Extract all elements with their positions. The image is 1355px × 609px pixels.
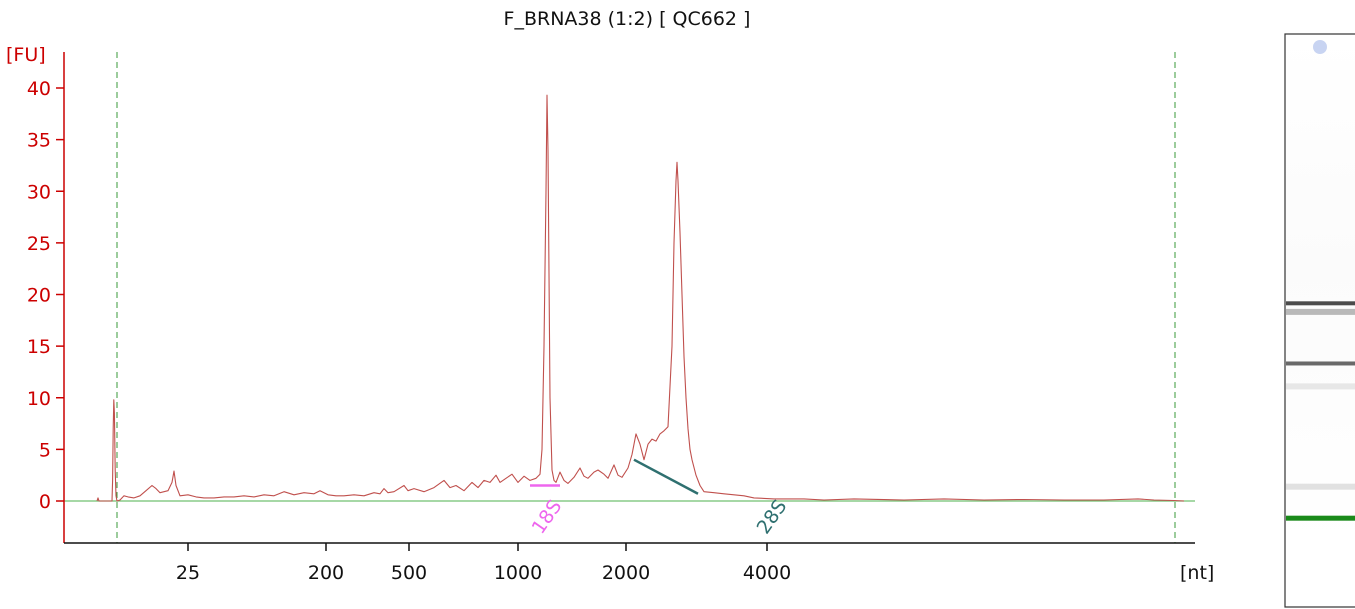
y-axis: [FU] 0 5 10 15 20 25 30 35 40	[6, 44, 65, 543]
chart-title: F_BRNA38 (1:2) [ QC662 ]	[504, 8, 751, 30]
y-axis-label: [FU]	[6, 44, 46, 66]
x-tick-label: 500	[391, 562, 427, 584]
x-tick-label: 1000	[494, 562, 542, 584]
gel-band	[1286, 383, 1355, 390]
y-tick-label: 15	[27, 336, 51, 358]
peak-28s-label: 28S	[753, 496, 792, 538]
series-line	[96, 94, 1185, 502]
gel-marker-band	[1286, 515, 1355, 521]
plot-area: 18S 28S	[64, 52, 1195, 543]
y-tick-label: 10	[27, 388, 51, 410]
gel-bands	[1286, 301, 1355, 521]
gel-band	[1286, 361, 1355, 366]
y-tick-label: 0	[39, 491, 51, 513]
gel-band	[1286, 483, 1355, 490]
x-tick-label: 200	[308, 562, 344, 584]
y-ticks: 0 5 10 15 20 25 30 35 40	[27, 78, 64, 513]
gel-band	[1286, 301, 1355, 306]
y-tick-label: 30	[27, 181, 51, 203]
gel-well-icon	[1313, 40, 1327, 54]
gel-image	[1284, 33, 1355, 608]
peak-annotations: 18S 28S	[528, 458, 792, 538]
x-tick-label: 25	[176, 562, 200, 584]
x-ticks: 25 200 500 1000 2000 4000	[176, 543, 791, 584]
peak-28s-baseline	[633, 458, 699, 495]
x-axis-label: [nt]	[1180, 562, 1214, 584]
x-axis: [nt] 25 200 500 1000 2000 4000	[64, 542, 1214, 584]
x-tick-label: 4000	[743, 562, 791, 584]
y-tick-label: 20	[27, 285, 51, 307]
y-tick-label: 35	[27, 130, 51, 152]
y-tick-label: 40	[27, 78, 51, 100]
gel-band	[1286, 308, 1355, 315]
y-tick-label: 5	[39, 439, 51, 461]
gel-lane	[1284, 33, 1355, 608]
x-tick-label: 2000	[602, 562, 650, 584]
y-tick-label: 25	[27, 233, 51, 255]
trace-series	[96, 94, 1185, 502]
peak-18s-label: 18S	[528, 496, 567, 538]
